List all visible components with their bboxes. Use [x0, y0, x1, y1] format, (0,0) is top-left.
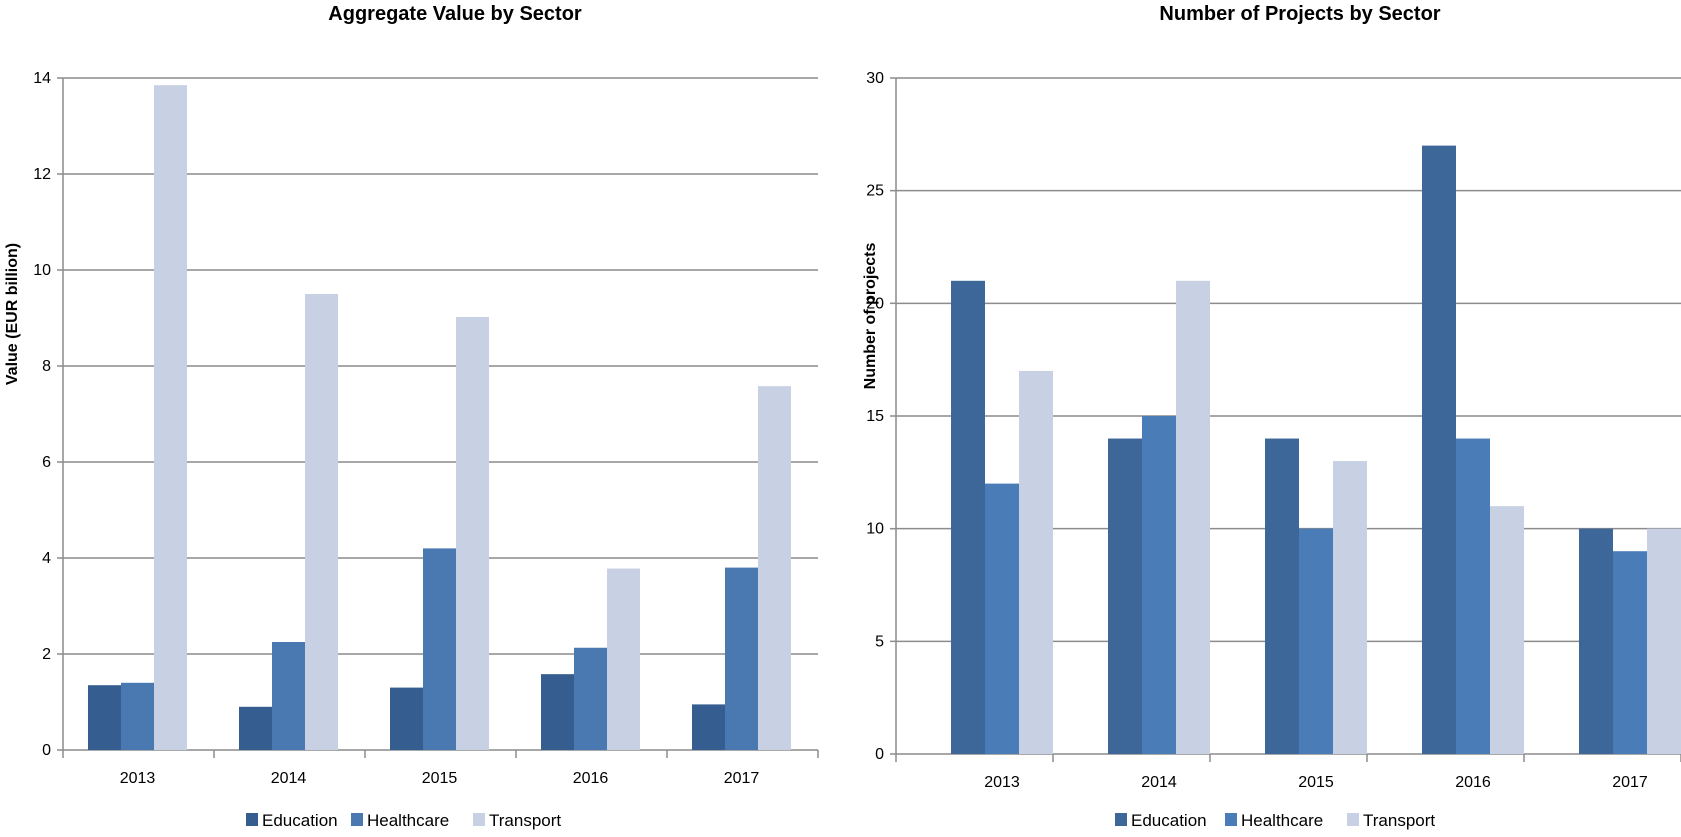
bar-transport-2017 [758, 386, 791, 750]
bar-transport-2016 [1490, 506, 1524, 754]
bar-education-2017 [692, 704, 725, 750]
bar-transport-2014 [1176, 280, 1210, 754]
y-tick-label: 14 [33, 70, 51, 87]
bar-healthcare-2014 [272, 642, 305, 750]
bar-transport-2016 [607, 568, 640, 750]
y-tick-label: 8 [42, 358, 51, 375]
y-tick-label: 15 [866, 408, 884, 425]
legend-label-education: Education [262, 811, 338, 830]
chart-1: Aggregate Value by Sector Value (EUR bill… [4, 3, 819, 830]
legend: Education Healthcare Transport [246, 811, 561, 830]
bar-healthcare-2013 [121, 682, 154, 750]
bar-education-2013 [951, 280, 985, 754]
bar-healthcare-2015 [423, 548, 456, 750]
x-tick-label: 2013 [984, 774, 1020, 791]
chart-2: Number of Projects by Sector Number of pr… [862, 3, 1681, 830]
legend-swatch-healthcare [351, 813, 363, 826]
chart-title: Aggregate Value by Sector [328, 3, 582, 25]
bar-education-2015 [1265, 438, 1299, 754]
bar-transport-2014 [305, 294, 338, 750]
y-tick-label: 2 [42, 646, 51, 663]
bar-transport-2015 [456, 317, 489, 750]
bar-education-2013 [88, 685, 121, 750]
x-tick-label: 2016 [573, 770, 609, 787]
legend-label-education: Education [1131, 811, 1207, 830]
y-tick-label: 4 [42, 550, 51, 567]
bar-healthcare-2013 [985, 483, 1019, 754]
legend-label-transport: Transport [1363, 811, 1435, 830]
x-tick-label: 2016 [1455, 774, 1491, 791]
y-axis-label: Number of projects [862, 243, 879, 390]
legend-swatch-transport [473, 813, 485, 826]
y-tick-label: 6 [42, 454, 51, 471]
y-tick-label: 5 [875, 633, 884, 650]
bar-education-2015 [390, 687, 423, 750]
x-tick-label: 2015 [1298, 774, 1334, 791]
bar-transport-2013 [154, 85, 187, 750]
bar-education-2017 [1579, 528, 1613, 754]
legend-label-transport: Transport [489, 811, 561, 830]
x-tick-label: 2017 [1612, 774, 1648, 791]
y-tick-label: 0 [42, 742, 51, 759]
x-tick-label: 2014 [1141, 774, 1177, 791]
y-tick-label: 0 [875, 746, 884, 763]
y-tick-label: 25 [866, 183, 884, 200]
legend-swatch-education [1115, 813, 1127, 826]
y-tick-label: 30 [866, 70, 884, 87]
y-tick-label: 10 [866, 521, 884, 538]
legend: Education Healthcare Transport [1115, 811, 1435, 830]
x-tick-label: 2013 [120, 770, 156, 787]
y-tick-label: 20 [866, 295, 884, 312]
bar-healthcare-2016 [1456, 438, 1490, 754]
bar-education-2016 [541, 674, 574, 750]
bar-education-2016 [1422, 145, 1456, 755]
legend-swatch-education [246, 813, 258, 826]
x-tick-label: 2015 [422, 770, 458, 787]
bar-education-2014 [239, 706, 272, 750]
y-tick-label: 10 [33, 262, 51, 279]
y-axis-label: Value (EUR billion) [4, 243, 21, 385]
bar-transport-2017 [1647, 528, 1681, 754]
bar-education-2014 [1108, 438, 1142, 754]
x-tick-label: 2014 [271, 770, 307, 787]
x-tick-label: 2017 [724, 770, 760, 787]
legend-label-healthcare: Healthcare [367, 811, 449, 830]
bar-healthcare-2017 [1613, 551, 1647, 754]
bar-transport-2013 [1019, 370, 1053, 754]
bar-healthcare-2014 [1142, 416, 1176, 754]
bar-transport-2015 [1333, 461, 1367, 754]
legend-swatch-transport [1347, 813, 1359, 826]
chart-title: Number of Projects by Sector [1159, 3, 1440, 25]
bar-healthcare-2016 [574, 647, 607, 750]
bar-healthcare-2015 [1299, 528, 1333, 754]
y-tick-label: 12 [33, 166, 51, 183]
legend-swatch-healthcare [1225, 813, 1237, 826]
bar-healthcare-2017 [725, 567, 758, 750]
legend-label-healthcare: Healthcare [1241, 811, 1323, 830]
